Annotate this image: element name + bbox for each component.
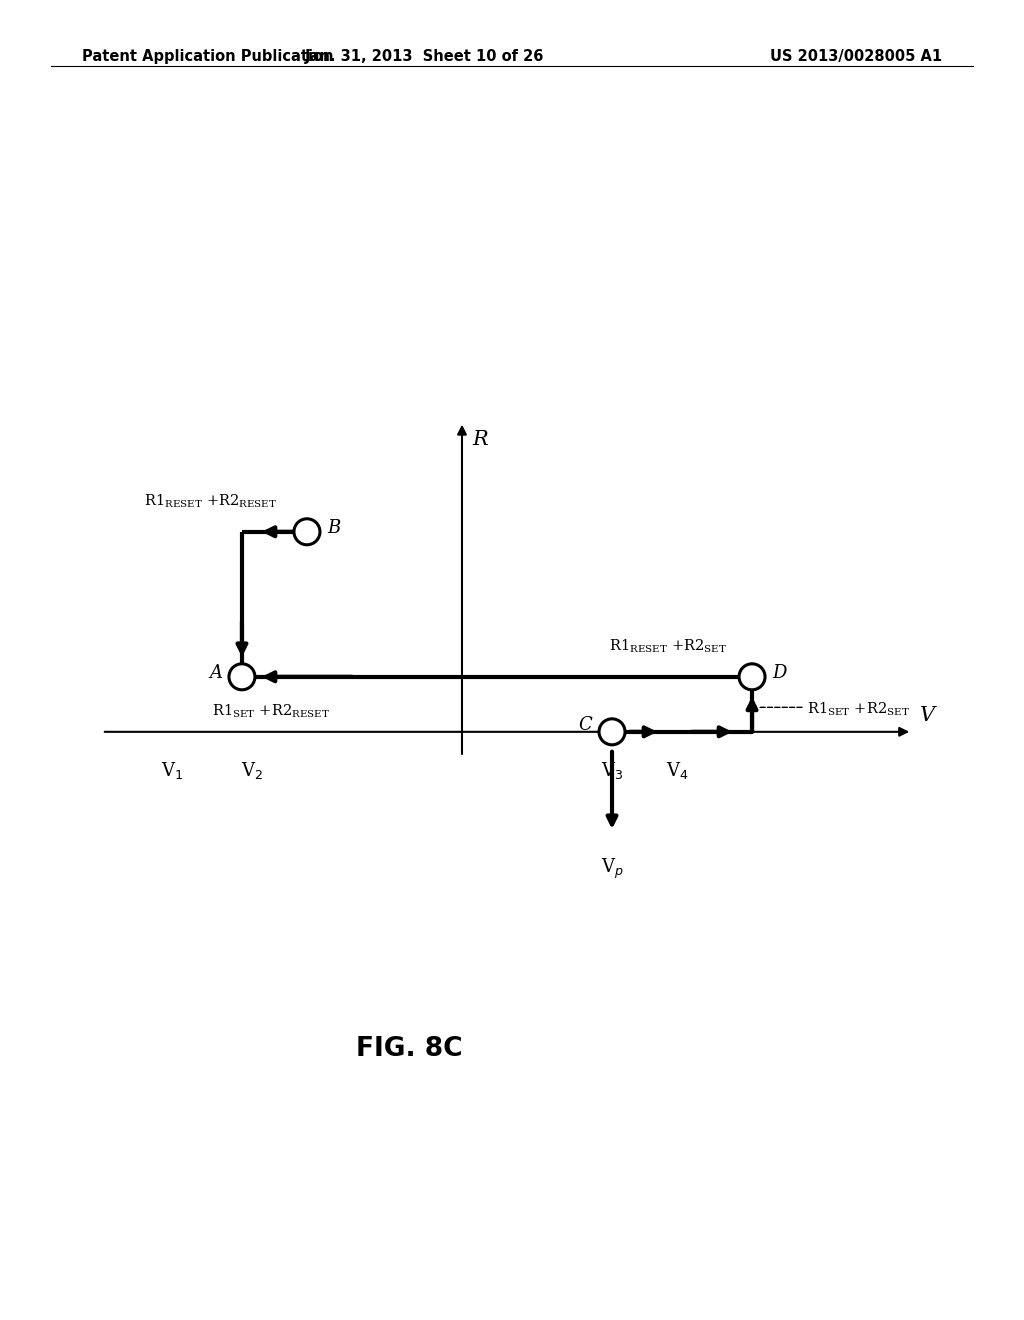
Circle shape xyxy=(599,719,625,744)
Text: R1$_{\mathregular{RESET}}$ +R2$_{\mathregular{SET}}$: R1$_{\mathregular{RESET}}$ +R2$_{\mathre… xyxy=(609,638,727,655)
Circle shape xyxy=(294,519,319,545)
Circle shape xyxy=(229,664,255,690)
Text: R1$_{\mathregular{SET}}$ +R2$_{\mathregular{RESET}}$: R1$_{\mathregular{SET}}$ +R2$_{\mathregu… xyxy=(212,702,330,719)
Text: V: V xyxy=(921,706,935,725)
Text: V$_3$: V$_3$ xyxy=(601,760,624,781)
Text: D: D xyxy=(772,664,786,682)
Text: R1$_{\mathregular{RESET}}$ +R2$_{\mathregular{RESET}}$: R1$_{\mathregular{RESET}}$ +R2$_{\mathre… xyxy=(143,492,276,510)
Text: V$_2$: V$_2$ xyxy=(241,760,263,781)
Text: Patent Application Publication: Patent Application Publication xyxy=(82,49,334,63)
Text: R: R xyxy=(472,430,487,449)
Text: R1$_{\mathregular{SET}}$ +R2$_{\mathregular{SET}}$: R1$_{\mathregular{SET}}$ +R2$_{\mathregu… xyxy=(807,701,910,718)
Circle shape xyxy=(739,664,765,690)
Text: FIG. 8C: FIG. 8C xyxy=(356,1036,463,1063)
Text: Jan. 31, 2013  Sheet 10 of 26: Jan. 31, 2013 Sheet 10 of 26 xyxy=(305,49,545,63)
Text: V$_p$: V$_p$ xyxy=(601,857,624,880)
Text: V$_1$: V$_1$ xyxy=(161,760,183,781)
Text: V$_4$: V$_4$ xyxy=(666,760,688,781)
Text: A: A xyxy=(209,664,222,682)
Text: US 2013/0028005 A1: US 2013/0028005 A1 xyxy=(770,49,942,63)
Text: C: C xyxy=(579,715,592,734)
Text: B: B xyxy=(327,519,340,537)
